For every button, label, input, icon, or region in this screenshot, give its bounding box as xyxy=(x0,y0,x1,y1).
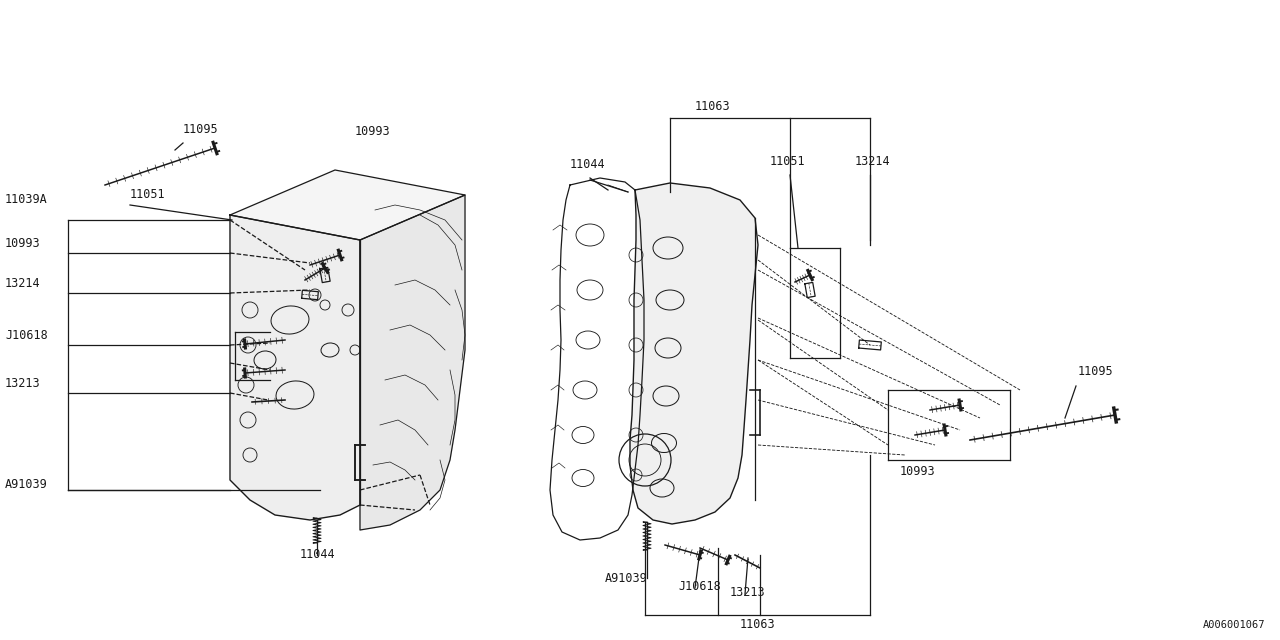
Text: 11039A: 11039A xyxy=(5,193,47,206)
Text: J10618: J10618 xyxy=(5,329,47,342)
Text: A91039: A91039 xyxy=(5,478,47,491)
Text: 11044: 11044 xyxy=(570,158,605,171)
Text: 11051: 11051 xyxy=(771,155,805,168)
Text: 11095: 11095 xyxy=(1078,365,1114,378)
Text: 11051: 11051 xyxy=(131,188,165,201)
Text: 10993: 10993 xyxy=(5,237,41,250)
Text: 13214: 13214 xyxy=(5,277,41,290)
Text: A91039: A91039 xyxy=(605,572,648,585)
Text: 11063: 11063 xyxy=(695,100,731,113)
Text: 11063: 11063 xyxy=(740,618,776,631)
Polygon shape xyxy=(230,215,360,520)
Polygon shape xyxy=(360,195,465,530)
Text: 11095: 11095 xyxy=(183,123,219,136)
Polygon shape xyxy=(630,183,758,524)
Text: 11044: 11044 xyxy=(300,548,335,561)
Text: 10993: 10993 xyxy=(900,465,936,478)
Text: 13213: 13213 xyxy=(730,586,765,599)
Polygon shape xyxy=(230,170,465,240)
Text: 10993: 10993 xyxy=(355,125,390,138)
Text: 13213: 13213 xyxy=(5,377,41,390)
Text: A006001067: A006001067 xyxy=(1202,620,1265,630)
Text: J10618: J10618 xyxy=(678,580,721,593)
Text: 13214: 13214 xyxy=(855,155,891,168)
